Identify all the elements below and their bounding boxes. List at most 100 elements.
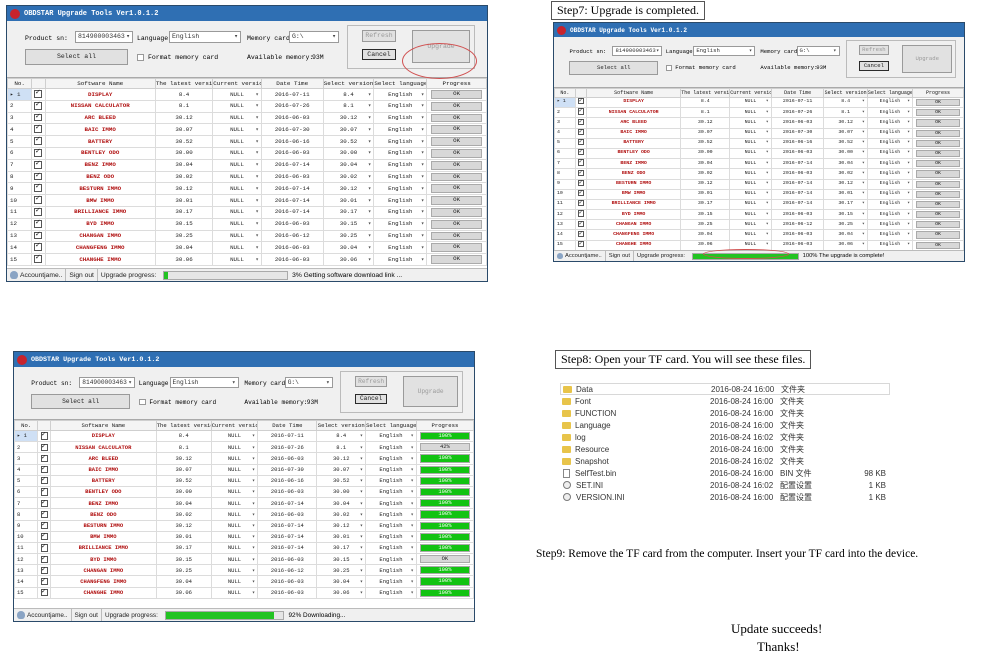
select-version-dropdown-cell[interactable]: 30.04 xyxy=(316,497,367,510)
row-checkbox-cell[interactable] xyxy=(37,429,51,443)
table-row[interactable]: 3 ARC BLEED 30.12 NULL 2016-06-03 30.12 Englis… xyxy=(554,117,964,129)
column-header[interactable]: The latest version xyxy=(155,420,212,431)
select-language-dropdown-cell[interactable]: English xyxy=(365,553,417,566)
product-sn-combo[interactable]: 814900003463 xyxy=(612,45,663,56)
product-sn-combo[interactable]: 814900003463 xyxy=(75,31,133,43)
table-row[interactable]: ▸ 1 DISPLAY 8.4 NULL 2016-07-11 8.4 English OK xyxy=(7,88,487,101)
language-combo[interactable]: English xyxy=(693,45,756,56)
select-language-dropdown-cell[interactable]: English xyxy=(373,170,428,184)
select-language-dropdown-cell[interactable]: English xyxy=(373,253,428,266)
row-checkbox-cell[interactable] xyxy=(574,168,588,180)
current-version-cell[interactable]: NULL xyxy=(729,198,772,211)
table-row[interactable]: 7 BENZ IMMO 30.04 NULL 2016-07-14 30.04 Englis… xyxy=(7,158,487,172)
row-checkbox-cell[interactable] xyxy=(37,452,51,465)
column-header[interactable]: No. xyxy=(554,88,576,98)
current-version-cell[interactable]: NULL xyxy=(729,117,772,129)
select-version-dropdown-cell[interactable]: 30.00 xyxy=(316,485,367,499)
cancel-button[interactable]: Cancel xyxy=(354,393,388,405)
file-list-item[interactable]: Language 2016-08-24 16:00 文件夹 xyxy=(560,419,890,431)
current-version-cell[interactable]: NULL xyxy=(212,241,262,255)
current-version-cell[interactable]: NULL xyxy=(210,429,259,443)
row-checkbox-cell[interactable] xyxy=(37,586,51,599)
column-header[interactable]: Current version xyxy=(212,78,262,89)
table-row[interactable]: 2 NISSAN CALCULATOR 8.1 NULL 2016-07-26 8.1 En… xyxy=(554,107,964,119)
table-row[interactable]: 12 BYD IMMO 30.15 NULL 2016-06-03 30.15 Englis… xyxy=(7,217,487,231)
current-version-cell[interactable]: NULL xyxy=(210,519,259,532)
row-checkbox-cell[interactable] xyxy=(574,178,588,190)
format-memory-card-checkbox[interactable] xyxy=(665,65,672,72)
checkbox-checked-icon[interactable] xyxy=(577,180,584,187)
select-version-dropdown-cell[interactable]: 30.07 xyxy=(823,127,868,139)
select-version-dropdown-cell[interactable]: 30.17 xyxy=(823,198,868,211)
refresh-button[interactable]: Refresh xyxy=(362,30,396,42)
column-header[interactable]: Progress xyxy=(415,420,474,431)
sign-out-button[interactable]: Sign out xyxy=(72,609,102,621)
checkbox-checked-icon[interactable] xyxy=(40,532,48,541)
table-row[interactable]: 11 BRILLIANCE IMMO 30.17 NULL 2016-07-14 30.1… xyxy=(554,198,964,211)
select-version-dropdown-cell[interactable]: 30.12 xyxy=(322,111,375,125)
column-header[interactable]: The latest version xyxy=(680,88,731,98)
checkbox-checked-icon[interactable] xyxy=(40,476,48,485)
checkbox-checked-icon[interactable] xyxy=(34,231,43,240)
window-title-bar[interactable]: OBDSTAR Upgrade Tools Ver1.0.1.2 xyxy=(554,23,964,37)
table-row[interactable]: 2 NISSAN CALCULATOR 8.1 NULL 2016-07-26 8.1 En… xyxy=(7,99,487,113)
select-language-dropdown-cell[interactable]: English xyxy=(373,217,428,231)
current-version-cell[interactable]: NULL xyxy=(212,99,262,113)
checkbox-checked-icon[interactable] xyxy=(40,454,48,463)
select-language-dropdown-cell[interactable]: English xyxy=(365,541,417,555)
select-version-dropdown-cell[interactable]: 8.1 xyxy=(823,107,868,119)
current-version-cell[interactable]: NULL xyxy=(729,158,772,170)
select-version-dropdown-cell[interactable]: 30.04 xyxy=(316,575,367,588)
table-row[interactable]: 8 BENZ ODO 30.02 NULL 2016-06-03 30.02 English… xyxy=(14,508,474,521)
checkbox-checked-icon[interactable] xyxy=(34,196,43,205)
row-checkbox-cell[interactable] xyxy=(574,107,588,119)
row-checkbox-cell[interactable] xyxy=(574,198,588,211)
checkbox-checked-icon[interactable] xyxy=(577,200,584,208)
row-checkbox-cell[interactable] xyxy=(574,239,588,250)
checkbox-checked-icon[interactable] xyxy=(40,510,48,519)
column-header[interactable]: Current version xyxy=(210,420,259,431)
select-version-dropdown-cell[interactable]: 30.12 xyxy=(322,182,375,196)
current-version-cell[interactable]: NULL xyxy=(212,170,262,184)
current-version-cell[interactable]: NULL xyxy=(212,123,262,137)
row-checkbox-cell[interactable] xyxy=(31,194,46,207)
select-language-dropdown-cell[interactable]: English xyxy=(373,88,428,101)
checkbox-checked-icon[interactable] xyxy=(577,139,584,146)
select-version-dropdown-cell[interactable]: 30.06 xyxy=(322,253,375,266)
select-language-dropdown-cell[interactable]: English xyxy=(373,158,428,172)
current-version-cell[interactable]: NULL xyxy=(210,508,259,521)
current-version-cell[interactable]: NULL xyxy=(212,111,262,125)
memory-card-combo[interactable]: G:\ xyxy=(796,45,840,56)
checkbox-checked-icon[interactable] xyxy=(40,443,48,452)
window-title-bar[interactable]: OBDSTAR Upgrade Tools Ver1.0.1.2 xyxy=(7,6,487,21)
language-combo[interactable]: English xyxy=(169,31,241,43)
checkbox-checked-icon[interactable] xyxy=(34,89,43,99)
select-language-dropdown-cell[interactable]: English xyxy=(866,117,914,129)
table-row[interactable]: 10 BMW IMMO 30.01 NULL 2016-07-14 30.01 Englis… xyxy=(14,530,474,543)
select-language-dropdown-cell[interactable]: English xyxy=(373,99,428,113)
select-version-dropdown-cell[interactable]: 30.12 xyxy=(316,452,367,465)
checkbox-checked-icon[interactable] xyxy=(577,190,584,197)
row-checkbox-cell[interactable] xyxy=(37,541,51,555)
current-version-cell[interactable]: NULL xyxy=(212,217,262,231)
refresh-button[interactable]: Refresh xyxy=(859,44,889,56)
file-list-item[interactable]: Data 2016-08-24 16:00 文件夹 xyxy=(560,383,890,395)
column-header[interactable]: Progress xyxy=(426,78,487,89)
column-header[interactable]: Progress xyxy=(912,88,964,98)
row-checkbox-cell[interactable] xyxy=(37,508,51,521)
select-language-dropdown-cell[interactable]: English xyxy=(866,219,914,231)
select-version-dropdown-cell[interactable]: 30.04 xyxy=(322,241,375,255)
select-version-dropdown-cell[interactable]: 30.25 xyxy=(316,564,367,577)
checkbox-checked-icon[interactable] xyxy=(40,577,48,586)
row-checkbox-cell[interactable] xyxy=(37,474,51,487)
select-language-dropdown-cell[interactable]: English xyxy=(373,146,428,160)
current-version-cell[interactable]: NULL xyxy=(212,135,262,148)
select-version-dropdown-cell[interactable]: 8.1 xyxy=(322,99,375,113)
select-version-dropdown-cell[interactable]: 30.04 xyxy=(823,158,868,170)
table-row[interactable]: 14 CHANGFENG IMMO 30.04 NULL 2016-06-03 30.04… xyxy=(7,241,487,255)
select-version-dropdown-cell[interactable]: 30.02 xyxy=(823,168,868,180)
select-version-dropdown-cell[interactable]: 30.02 xyxy=(316,508,367,521)
memory-card-combo[interactable]: G:\ xyxy=(289,31,339,43)
select-version-dropdown-cell[interactable]: 8.4 xyxy=(316,429,367,443)
select-all-button[interactable]: Select all xyxy=(31,393,131,410)
